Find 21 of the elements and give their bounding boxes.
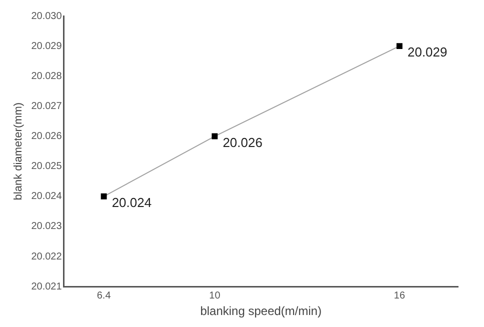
y-tick-label: 20.026 [31,131,62,142]
y-tick-label: 20.029 [31,40,62,52]
x-axis-title: blanking speed(m/min) [200,304,322,318]
y-tick-label: 20.021 [31,281,62,292]
y-tick-label: 20.024 [31,191,62,202]
data-label: 20.029 [407,44,448,60]
point [212,133,218,140]
data-label: 20.026 [222,134,262,150]
point [396,43,402,50]
y-tick-label: 20.022 [31,251,62,262]
y-axis-title: blank diameter(mm) [12,102,25,200]
y-tick-label: 20.028 [31,70,62,82]
y-tick-label: 20.030 [31,10,62,22]
point [100,193,107,200]
y-tick-label: 20.025 [31,161,62,172]
y-tick-label: 20.023 [31,221,62,232]
x-tick-label: 6.4 [96,290,112,302]
x-tick-label: 10 [209,290,221,302]
data-label: 20.024 [112,194,152,210]
x-tick-label: 16 [394,290,406,302]
y-tick-label: 20.027 [31,100,62,112]
